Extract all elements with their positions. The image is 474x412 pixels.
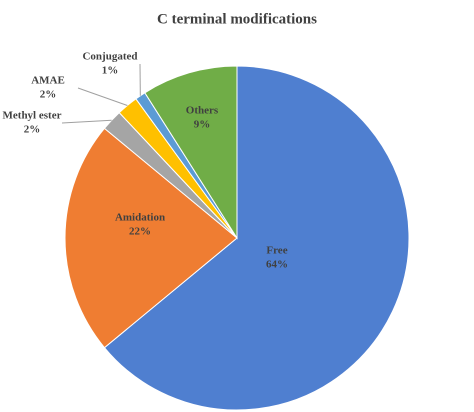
slice-value-label: 9% [194,119,211,131]
slice-label: Amidation [115,212,165,224]
slice-value-label: 1% [102,65,119,77]
slice-label: Conjugated [82,51,137,63]
leader-line [77,87,128,106]
leader-line [61,119,112,124]
slice-value-label: 22% [129,226,151,238]
slice-value-label: 2% [40,89,57,101]
chart-title: C terminal modifications [157,11,317,27]
slice-label: Methyl ester [3,110,62,122]
pie-slice [144,65,238,240]
slice-value-label: 64% [266,259,288,271]
pie-slice [64,127,238,349]
slice-label: Others [186,105,219,117]
pie-slice [103,65,410,411]
slice-label: AMAE [31,75,65,87]
slice-value-label: 2% [24,124,41,136]
slice-label: Free [266,245,287,257]
